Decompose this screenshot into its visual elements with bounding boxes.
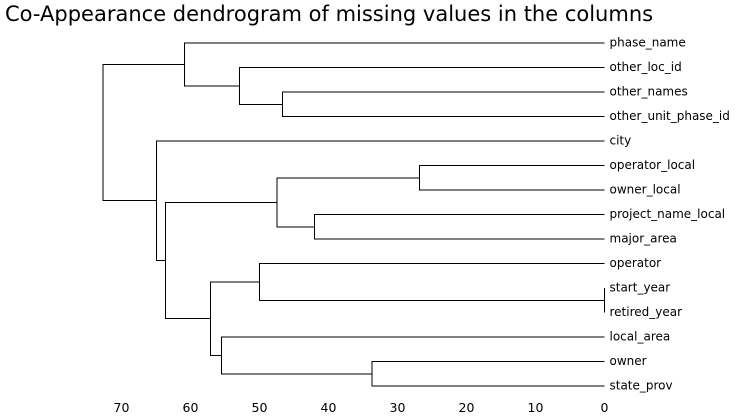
dendrogram-link-m1	[281, 91, 605, 117]
x-tick-label: 0	[601, 400, 609, 415]
dendrogram-link-m11	[210, 281, 260, 356]
leaf-labels: phase_name other_loc_id other_names other_u…	[610, 36, 730, 393]
chart-title: Co-Appearance dendrogram of missing valu…	[5, 2, 653, 26]
dendrogram-link-m14	[102, 63, 185, 202]
x-tick-label: 20	[459, 400, 475, 415]
dendrogram-link-m12	[165, 201, 277, 320]
leaf-label: retired_year	[610, 305, 683, 319]
dendrogram-link-m13	[156, 140, 605, 261]
leaf-label: owner	[610, 354, 647, 368]
dendrogram-link-m8	[259, 263, 605, 301]
leaf-label: state_prov	[610, 379, 673, 393]
leaf-label: owner_local	[610, 183, 681, 197]
dendrogram-link-m9	[371, 361, 605, 387]
dendrogram-links	[102, 42, 605, 387]
leaf-label: other_unit_phase_id	[610, 109, 730, 123]
x-tick-label: 10	[528, 400, 544, 415]
leaf-label: start_year	[610, 281, 671, 295]
dendrogram-link-m10	[221, 336, 605, 375]
dendrogram-link-m2	[238, 67, 605, 105]
x-tick-label: 60	[183, 400, 199, 415]
dendrogram-link-m6	[276, 177, 420, 228]
leaf-label: major_area	[610, 232, 677, 246]
x-tick-label: 40	[321, 400, 337, 415]
x-tick-label: 50	[252, 400, 268, 415]
leaf-label: phase_name	[610, 36, 686, 50]
leaf-label: project_name_local	[610, 207, 726, 221]
x-axis-ticks: 70 60 50 40 30 20 10 0	[114, 400, 609, 415]
leaf-label: operator	[610, 256, 662, 270]
leaf-label: city	[610, 134, 632, 148]
dendrogram-link-m5	[314, 214, 605, 240]
leaf-label: other_names	[610, 85, 688, 99]
x-tick-label: 30	[390, 400, 406, 415]
leaf-label: other_loc_id	[610, 60, 682, 74]
dendrogram-link-m3	[183, 42, 605, 87]
leaf-label: operator_local	[610, 158, 696, 172]
x-tick-label: 70	[114, 400, 130, 415]
leaf-label: local_area	[610, 330, 671, 344]
dendrogram-link-m4	[419, 165, 605, 191]
